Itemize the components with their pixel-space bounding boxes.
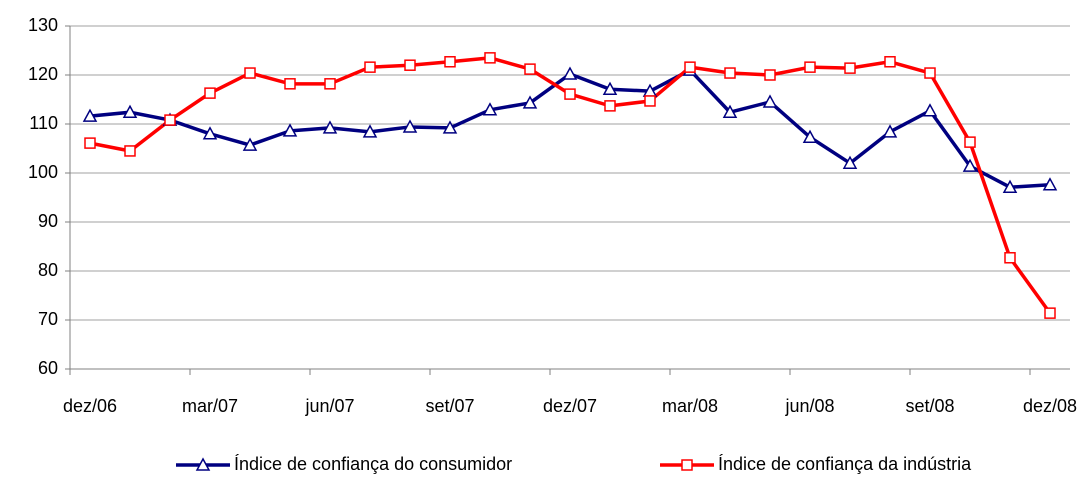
x-tick-label: dez/06 xyxy=(63,396,117,416)
data-point xyxy=(764,69,776,81)
data-point xyxy=(204,87,216,99)
y-tick-label: 60 xyxy=(38,358,58,378)
series-line xyxy=(89,68,1051,189)
data-point xyxy=(284,78,296,90)
data-point xyxy=(922,103,938,117)
data-point xyxy=(402,119,418,133)
data-point xyxy=(322,120,338,134)
data-point xyxy=(842,155,858,169)
y-tick-label: 90 xyxy=(38,211,58,231)
data-point xyxy=(884,56,896,68)
data-point xyxy=(804,61,816,73)
x-tick-label: mar/08 xyxy=(662,396,718,416)
data-point xyxy=(802,129,818,143)
data-point xyxy=(362,124,378,138)
data-point xyxy=(524,63,536,75)
data-point xyxy=(164,114,176,126)
y-tick-label: 80 xyxy=(38,260,58,280)
data-point xyxy=(964,136,976,148)
data-point xyxy=(242,137,258,151)
data-point xyxy=(522,95,538,109)
data-point xyxy=(244,67,256,79)
x-tick-label: dez/07 xyxy=(543,396,597,416)
legend-marker xyxy=(681,459,693,471)
data-point xyxy=(1004,252,1016,264)
data-point xyxy=(444,56,456,68)
data-point xyxy=(404,59,416,71)
legend-marker xyxy=(195,457,211,471)
data-point xyxy=(124,145,136,157)
data-point xyxy=(924,67,936,79)
data-point xyxy=(282,123,298,137)
data-point xyxy=(724,67,736,79)
data-point xyxy=(604,100,616,112)
legend-label: Índice de confiança da indústria xyxy=(718,454,972,474)
y-tick-label: 70 xyxy=(38,309,58,329)
data-point xyxy=(484,52,496,64)
data-point xyxy=(762,94,778,108)
data-point xyxy=(442,120,458,134)
data-point xyxy=(602,81,618,95)
x-tick-label: jun/08 xyxy=(784,396,834,416)
x-tick-label: set/08 xyxy=(905,396,954,416)
data-point xyxy=(684,61,696,73)
data-point xyxy=(562,66,578,80)
x-tick-label: dez/08 xyxy=(1023,396,1077,416)
data-point xyxy=(482,102,498,116)
y-tick-label: 100 xyxy=(28,162,58,182)
data-point xyxy=(722,104,738,118)
data-point xyxy=(1044,307,1056,319)
data-point xyxy=(1042,177,1058,191)
data-point xyxy=(324,78,336,90)
data-point xyxy=(122,104,138,118)
data-point xyxy=(564,88,576,100)
x-tick-label: jun/07 xyxy=(304,396,354,416)
y-tick-label: 120 xyxy=(28,64,58,84)
y-tick-label: 130 xyxy=(28,15,58,35)
x-tick-label: mar/07 xyxy=(182,396,238,416)
data-point xyxy=(882,124,898,138)
data-point xyxy=(644,95,656,107)
data-point xyxy=(84,137,96,149)
x-tick-label: set/07 xyxy=(425,396,474,416)
data-point xyxy=(202,126,218,140)
data-point xyxy=(82,108,98,122)
data-point xyxy=(844,62,856,74)
data-point xyxy=(1002,179,1018,193)
legend-label: Índice de confiança do consumidor xyxy=(234,454,512,474)
data-point xyxy=(962,158,978,172)
data-point xyxy=(364,61,376,73)
y-tick-label: 110 xyxy=(29,113,58,133)
